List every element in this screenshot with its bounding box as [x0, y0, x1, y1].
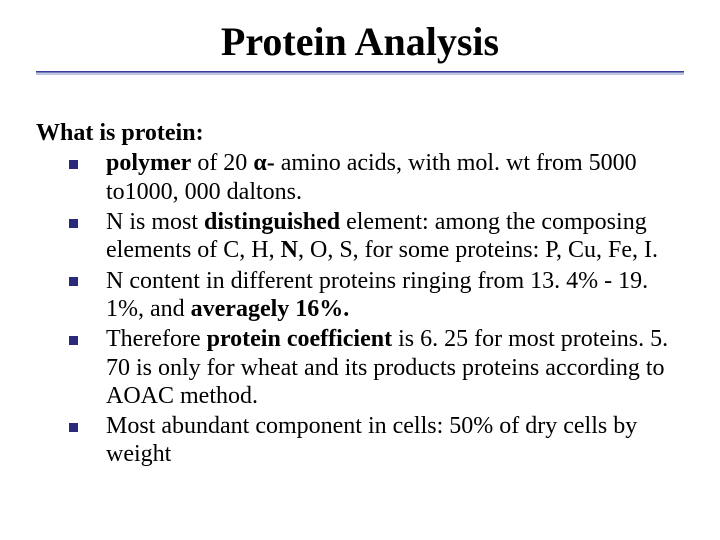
- text-run: N is most: [106, 209, 204, 235]
- bullet-item: Therefore protein coefficient is 6. 25 f…: [36, 325, 684, 410]
- bullet-icon: [69, 423, 78, 432]
- bullet-icon: [69, 336, 78, 345]
- text-run: N content in different proteins ringing …: [106, 268, 648, 322]
- title-underline: [36, 71, 684, 75]
- text-run: Most abundant component in cells: 50% of…: [106, 413, 637, 467]
- text-run: averagely 16%.: [191, 296, 350, 322]
- text-run: protein coefficient: [207, 326, 393, 352]
- section-heading: What is protein:: [36, 119, 684, 147]
- slide-title: Protein Analysis: [36, 18, 684, 65]
- text-run: N: [281, 237, 298, 263]
- bullet-item: Most abundant component in cells: 50% of…: [36, 412, 684, 469]
- bullet-item: N is most distinguished element: among t…: [36, 208, 684, 265]
- text-run: distinguished: [204, 209, 340, 235]
- bullet-list: polymer of 20 α- amino acids, with mol. …: [36, 149, 684, 468]
- slide: { "title": { "text": "Protein Analysis",…: [0, 0, 720, 540]
- text-run: , O, S, for some proteins: P, Cu, Fe, I.: [298, 237, 658, 263]
- text-run: -: [267, 150, 275, 176]
- text-run: α: [253, 150, 266, 176]
- text-run: polymer: [106, 150, 191, 176]
- text-run: of 20: [191, 150, 253, 176]
- bullet-icon: [69, 277, 78, 286]
- bullet-item: polymer of 20 α- amino acids, with mol. …: [36, 149, 684, 206]
- text-run: Therefore: [106, 326, 207, 352]
- bullet-item: N content in different proteins ringing …: [36, 267, 684, 324]
- bullet-icon: [69, 219, 78, 228]
- bullet-icon: [69, 160, 78, 169]
- slide-body: What is protein: polymer of 20 α- amino …: [36, 119, 684, 469]
